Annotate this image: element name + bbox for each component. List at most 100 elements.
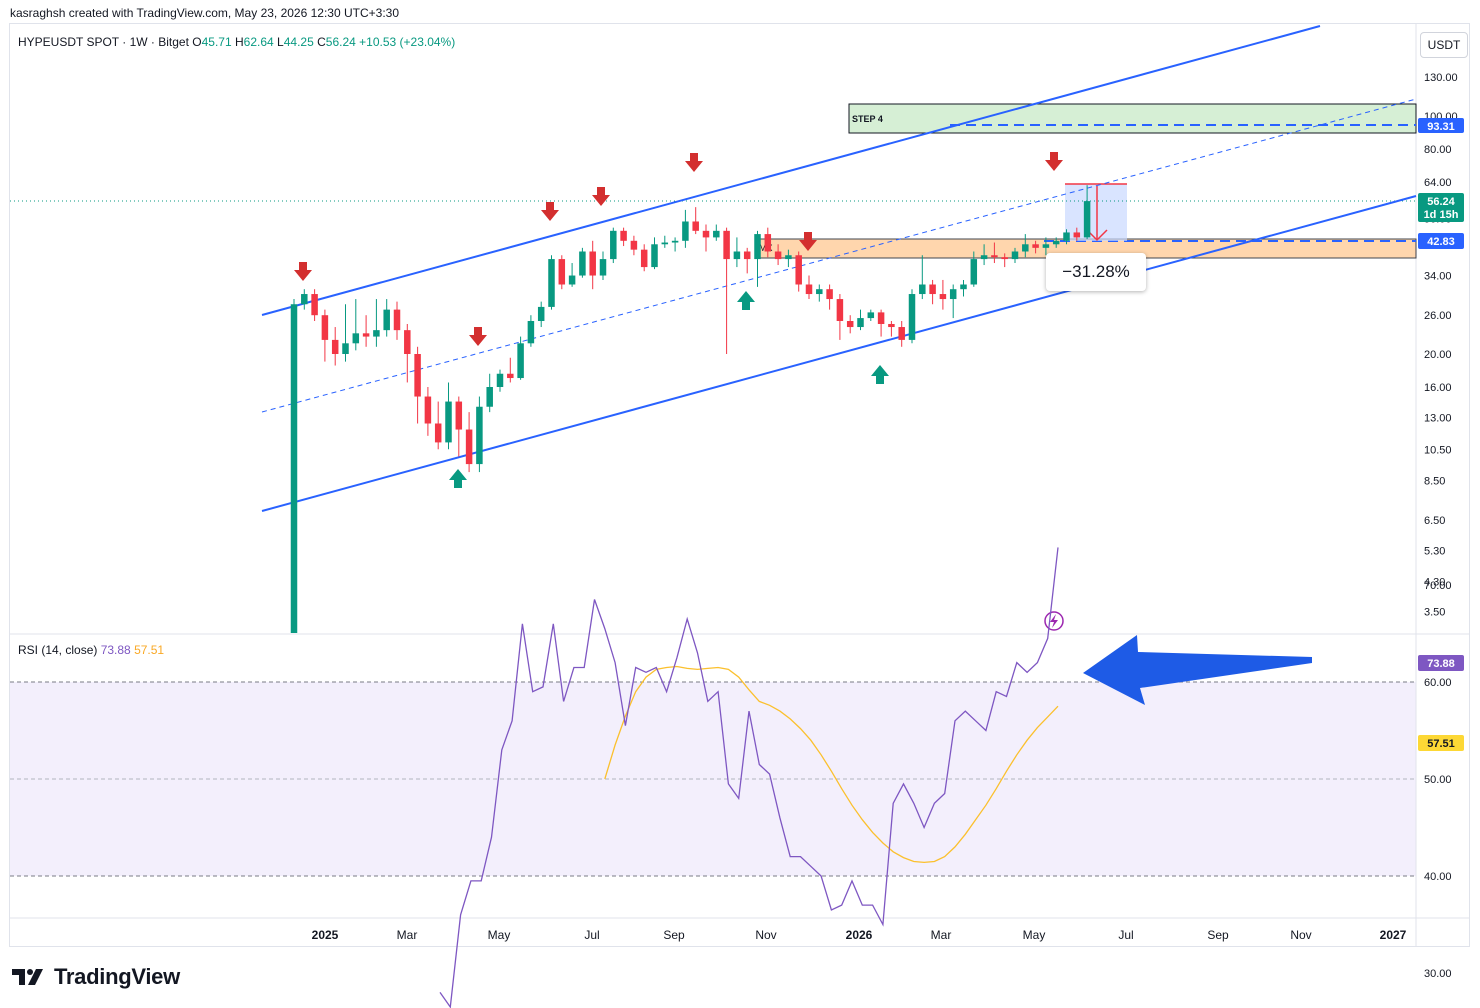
candle[interactable] (991, 242, 998, 264)
candle[interactable] (424, 386, 432, 436)
candle[interactable] (311, 289, 318, 322)
candle[interactable] (373, 299, 380, 347)
candle[interactable] (877, 309, 885, 337)
candle[interactable] (836, 294, 844, 340)
candle[interactable] (671, 237, 679, 252)
candle[interactable] (507, 357, 514, 383)
candle[interactable] (1042, 237, 1050, 256)
candle[interactable] (404, 323, 411, 383)
candle[interactable] (774, 244, 782, 266)
candle[interactable] (342, 304, 349, 362)
candle[interactable] (414, 346, 421, 424)
candle[interactable] (527, 315, 535, 347)
buy-arrow-icon (871, 365, 889, 384)
candle[interactable] (867, 309, 875, 322)
candle[interactable] (517, 336, 524, 380)
candle[interactable] (702, 224, 710, 252)
candle[interactable] (939, 279, 947, 310)
candle[interactable] (764, 227, 772, 258)
candle[interactable] (1011, 247, 1019, 264)
candle[interactable] (970, 251, 978, 287)
candle[interactable] (754, 230, 761, 287)
candle[interactable] (383, 299, 390, 337)
candle[interactable] (795, 251, 802, 292)
candle[interactable] (599, 251, 607, 280)
candle[interactable] (301, 289, 308, 310)
candle[interactable] (908, 289, 916, 344)
symbol-legend[interactable]: HYPEUSDT SPOT · 1W · Bitget O45.71 H62.6… (18, 35, 455, 49)
candle[interactable] (393, 301, 401, 340)
candle[interactable] (661, 235, 669, 248)
candle[interactable] (465, 412, 473, 473)
candle[interactable] (331, 327, 339, 366)
candle[interactable] (352, 299, 360, 351)
candle[interactable] (568, 263, 576, 287)
candle[interactable] (537, 301, 545, 328)
candle[interactable] (1022, 234, 1029, 258)
candle[interactable] (713, 224, 720, 241)
candle[interactable] (579, 247, 586, 278)
symbol-name[interactable]: HYPEUSDT SPOT · 1W · Bitget (18, 35, 189, 49)
candle[interactable] (888, 321, 895, 337)
candle[interactable] (630, 235, 638, 256)
candle[interactable] (610, 227, 617, 264)
candle[interactable] (980, 244, 988, 266)
currency-button[interactable]: USDT (1420, 32, 1468, 58)
candle[interactable] (960, 279, 967, 297)
candle[interactable] (1032, 240, 1039, 254)
price-tick-label: 13.00 (1424, 413, 1452, 425)
tradingview-logo[interactable]: TradingView (12, 964, 180, 990)
rsi-legend[interactable]: RSI (14, close) 73.88 57.51 (18, 643, 164, 657)
candle[interactable] (640, 244, 648, 272)
candle-body (919, 284, 926, 295)
candle[interactable] (1073, 227, 1081, 241)
candle[interactable] (486, 373, 493, 413)
candle-body (548, 259, 555, 307)
candle[interactable] (929, 279, 936, 305)
candle[interactable] (919, 255, 926, 300)
candle[interactable] (290, 299, 298, 633)
candle[interactable] (620, 227, 627, 247)
candle[interactable] (846, 315, 854, 334)
candle-body (651, 244, 658, 268)
open-value: 45.71 (201, 35, 232, 49)
candle[interactable] (785, 249, 792, 268)
candle[interactable] (1063, 229, 1070, 245)
candle[interactable] (692, 207, 699, 235)
candle[interactable] (434, 401, 442, 450)
candle[interactable] (1052, 237, 1060, 248)
time-tick-label: Nov (755, 928, 776, 942)
candle[interactable] (733, 237, 741, 268)
candle[interactable] (1001, 253, 1008, 268)
candle[interactable] (816, 284, 823, 302)
svg-text:93.31: 93.31 (1427, 121, 1455, 133)
candle[interactable] (476, 396, 483, 473)
candle[interactable] (723, 227, 730, 354)
candle[interactable] (805, 275, 813, 300)
candle[interactable] (548, 255, 555, 310)
change-value: +10.53 (+23.04%) (359, 35, 456, 49)
candle[interactable] (362, 315, 370, 347)
svg-text:73.88: 73.88 (1427, 658, 1455, 670)
candle[interactable] (898, 321, 905, 347)
candle[interactable] (496, 369, 504, 392)
candle[interactable] (682, 209, 689, 248)
candle[interactable] (743, 247, 751, 274)
channel-upper-line (261, 25, 1321, 316)
candle[interactable] (949, 284, 957, 319)
candle[interactable] (558, 255, 566, 290)
candle[interactable] (1083, 185, 1091, 240)
candle[interactable] (589, 240, 596, 290)
candle-body (692, 221, 699, 231)
candle[interactable] (651, 237, 658, 270)
lightning-icon[interactable] (1044, 611, 1064, 631)
candle[interactable] (857, 309, 864, 331)
rsi-legend-label[interactable]: RSI (14, close) (18, 643, 98, 657)
price-tick-label: 5.30 (1424, 545, 1445, 557)
candle-body (795, 255, 802, 285)
candle[interactable] (445, 382, 452, 450)
candle[interactable] (455, 396, 463, 457)
candle[interactable] (321, 309, 329, 362)
candle[interactable] (826, 284, 833, 310)
